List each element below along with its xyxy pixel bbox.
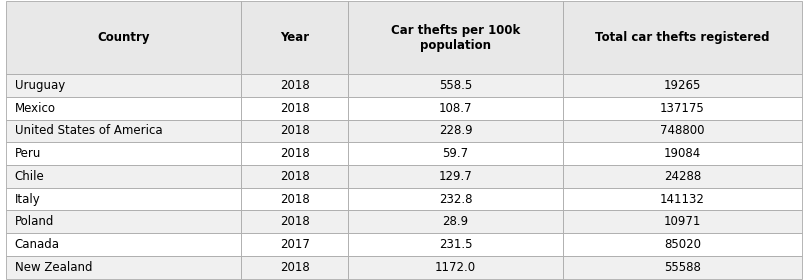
Text: Italy: Italy [15,193,40,206]
FancyBboxPatch shape [348,142,563,165]
Text: 748800: 748800 [660,125,705,137]
Text: Year: Year [280,31,309,44]
FancyBboxPatch shape [563,1,802,74]
Text: 228.9: 228.9 [439,125,473,137]
Text: 19265: 19265 [663,79,701,92]
FancyBboxPatch shape [348,165,563,188]
FancyBboxPatch shape [241,1,348,74]
Text: 55588: 55588 [664,261,701,274]
FancyBboxPatch shape [6,97,241,120]
FancyBboxPatch shape [563,233,802,256]
Text: Mexico: Mexico [15,102,56,115]
FancyBboxPatch shape [348,256,563,279]
FancyBboxPatch shape [6,74,241,97]
FancyBboxPatch shape [6,233,241,256]
Text: 59.7: 59.7 [443,147,469,160]
Text: 85020: 85020 [664,238,701,251]
Text: 2018: 2018 [280,193,309,206]
FancyBboxPatch shape [563,97,802,120]
FancyBboxPatch shape [348,188,563,211]
Text: 2018: 2018 [280,79,309,92]
Text: 2018: 2018 [280,102,309,115]
FancyBboxPatch shape [563,74,802,97]
FancyBboxPatch shape [241,256,348,279]
FancyBboxPatch shape [6,1,241,74]
Text: Total car thefts registered: Total car thefts registered [595,31,769,44]
FancyBboxPatch shape [563,256,802,279]
Text: 24288: 24288 [663,170,701,183]
Text: Car thefts per 100k
population: Car thefts per 100k population [391,24,520,52]
Text: 1172.0: 1172.0 [436,261,476,274]
Text: 2018: 2018 [280,261,309,274]
Text: 232.8: 232.8 [439,193,473,206]
FancyBboxPatch shape [563,120,802,142]
Text: Uruguay: Uruguay [15,79,65,92]
Text: Poland: Poland [15,215,54,228]
FancyBboxPatch shape [241,142,348,165]
FancyBboxPatch shape [241,120,348,142]
Text: 2017: 2017 [280,238,309,251]
FancyBboxPatch shape [6,142,241,165]
Text: 108.7: 108.7 [439,102,473,115]
FancyBboxPatch shape [241,211,348,233]
Text: 28.9: 28.9 [443,215,469,228]
FancyBboxPatch shape [348,74,563,97]
FancyBboxPatch shape [563,211,802,233]
Text: 137175: 137175 [660,102,705,115]
FancyBboxPatch shape [563,142,802,165]
FancyBboxPatch shape [241,165,348,188]
Text: 129.7: 129.7 [439,170,473,183]
FancyBboxPatch shape [348,1,563,74]
FancyBboxPatch shape [6,165,241,188]
Text: 2018: 2018 [280,170,309,183]
Text: Country: Country [98,31,150,44]
FancyBboxPatch shape [6,211,241,233]
FancyBboxPatch shape [348,97,563,120]
Text: Chile: Chile [15,170,44,183]
Text: Canada: Canada [15,238,60,251]
Text: 141132: 141132 [660,193,705,206]
FancyBboxPatch shape [6,256,241,279]
FancyBboxPatch shape [241,74,348,97]
FancyBboxPatch shape [241,233,348,256]
Text: 558.5: 558.5 [439,79,473,92]
Text: 2018: 2018 [280,215,309,228]
FancyBboxPatch shape [6,188,241,211]
Text: 2018: 2018 [280,125,309,137]
FancyBboxPatch shape [241,188,348,211]
Text: 2018: 2018 [280,147,309,160]
FancyBboxPatch shape [241,97,348,120]
Text: 10971: 10971 [663,215,701,228]
FancyBboxPatch shape [348,120,563,142]
Text: 19084: 19084 [663,147,701,160]
FancyBboxPatch shape [348,211,563,233]
FancyBboxPatch shape [348,233,563,256]
FancyBboxPatch shape [563,188,802,211]
Text: United States of America: United States of America [15,125,162,137]
Text: 231.5: 231.5 [439,238,473,251]
FancyBboxPatch shape [563,165,802,188]
Text: Peru: Peru [15,147,41,160]
FancyBboxPatch shape [6,120,241,142]
Text: New Zealand: New Zealand [15,261,92,274]
